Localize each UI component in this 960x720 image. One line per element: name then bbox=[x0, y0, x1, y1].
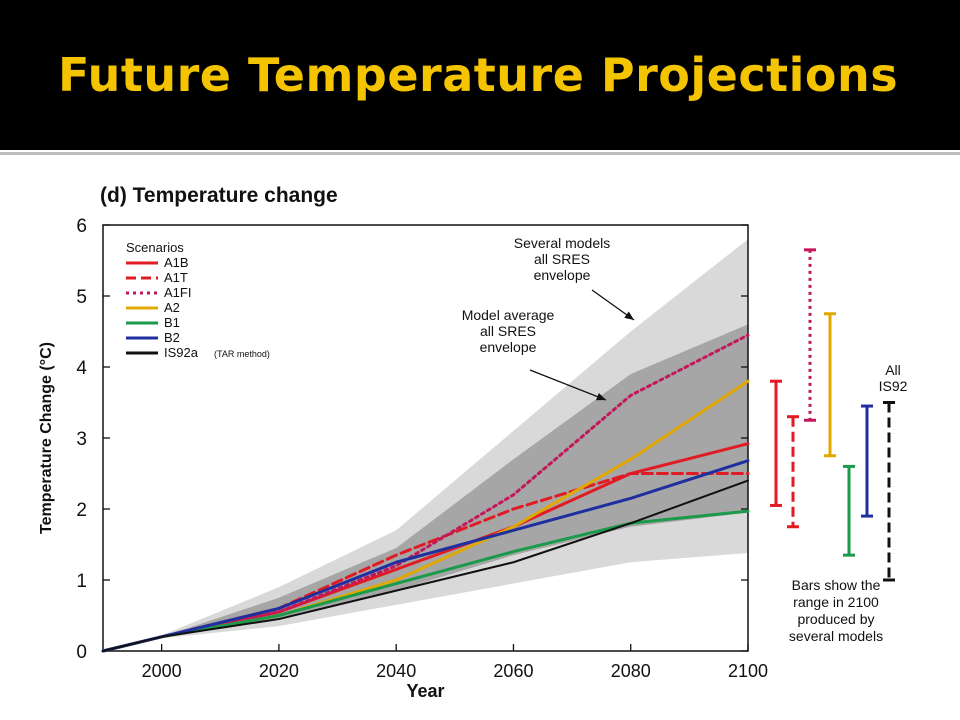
legend-note-is92a: (TAR method) bbox=[214, 349, 270, 359]
y-tick-label: 2 bbox=[76, 500, 87, 521]
x-tick-label: 2020 bbox=[259, 661, 299, 681]
annotation-arrow-head bbox=[624, 311, 634, 320]
envelope-annotation-1: envelope bbox=[534, 267, 591, 283]
envelope-band-2 bbox=[103, 324, 748, 651]
range-note-line: Bars show the bbox=[792, 577, 881, 593]
x-tick-label: 2100 bbox=[728, 661, 768, 681]
y-tick-label: 5 bbox=[76, 287, 87, 308]
envelope-annotation-2: all SRES bbox=[480, 323, 536, 339]
envelope-band-1 bbox=[103, 239, 748, 651]
slide-title-bar: Future Temperature Projections bbox=[0, 0, 960, 150]
envelope-annotation-1: all SRES bbox=[534, 251, 590, 267]
envelope-group bbox=[103, 239, 748, 651]
axis-group: 0 1 2 3 4 5 6 2000 2020 2040 2060 2080 2100 Year Tempe… bbox=[38, 216, 768, 701]
envelope-annotation-1: Several models bbox=[514, 235, 611, 251]
temperature-change-chart: (d) Temperature change 0 1 2 3 4 5 6 2000 2020 20… bbox=[38, 184, 908, 701]
x-tick-label: 2060 bbox=[493, 661, 533, 681]
series-group bbox=[101, 333, 750, 653]
legend-label-is92a: IS92a bbox=[164, 345, 199, 360]
range-note-line: produced by bbox=[797, 611, 874, 627]
y-axis-label: Temperature Change (°C) bbox=[38, 342, 55, 534]
legend-label-b2: B2 bbox=[164, 330, 180, 345]
x-tick-label: 2080 bbox=[611, 661, 651, 681]
envelope-annotation-2: Model average bbox=[462, 307, 555, 323]
y-tick-label: 6 bbox=[76, 216, 87, 237]
x-axis-label: Year bbox=[406, 681, 444, 701]
y-tick-label: 3 bbox=[76, 429, 87, 450]
y-tick-label: 0 bbox=[76, 642, 87, 663]
slide-title: Future Temperature Projections bbox=[58, 48, 899, 102]
range-bar-label-is92: IS92 bbox=[879, 378, 908, 394]
range-bar-label-is92: All bbox=[885, 362, 901, 378]
range-note-line: several models bbox=[789, 628, 883, 644]
panel-title: (d) Temperature change bbox=[100, 184, 338, 207]
annotation-arrow-line bbox=[529, 369, 607, 401]
y-tick-label: 1 bbox=[76, 571, 87, 592]
x-tick-label: 2040 bbox=[376, 661, 416, 681]
series-line-is92a bbox=[102, 479, 749, 652]
legend-label-a1fi: A1FI bbox=[164, 285, 191, 300]
title-divider bbox=[0, 152, 960, 155]
legend-label-a2: A2 bbox=[164, 300, 180, 315]
annotation-arrow-head bbox=[596, 392, 606, 401]
legend-title: Scenarios bbox=[126, 240, 184, 255]
envelope-annotation-2: envelope bbox=[480, 339, 537, 355]
legend-label-b1: B1 bbox=[164, 315, 180, 330]
legend-label-a1t: A1T bbox=[164, 270, 188, 285]
y-tick-label: 4 bbox=[76, 358, 87, 379]
legend-label-a1b: A1B bbox=[164, 255, 189, 270]
range-note-line: range in 2100 bbox=[793, 594, 879, 610]
x-tick-label: 2000 bbox=[142, 661, 182, 681]
